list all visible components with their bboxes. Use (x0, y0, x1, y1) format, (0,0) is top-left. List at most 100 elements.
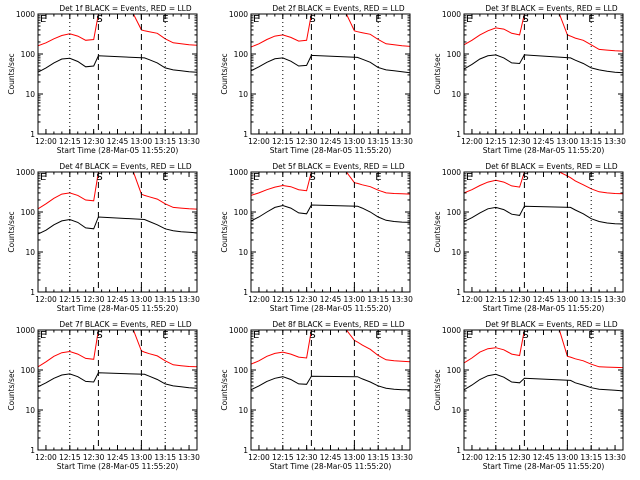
marker-label: S (96, 172, 102, 183)
y-tick-label: 1000 (442, 168, 461, 177)
x-tick-label: 13:30 (391, 295, 413, 304)
axes-frame (463, 329, 624, 451)
x-tick-label: 13:15 (154, 295, 176, 304)
x-tick-label: 12:45 (107, 295, 129, 304)
plot-area (38, 172, 197, 235)
y-tick-label: 1000 (16, 168, 35, 177)
x-tick-label: 12:00 (35, 137, 57, 146)
x-tick-label: 12:45 (533, 137, 555, 146)
x-tick-label: 13:15 (154, 453, 176, 462)
x-tick-label: 13:00 (344, 295, 366, 304)
marker-label: E (466, 172, 472, 183)
y-axis-label: Counts/sec (220, 211, 229, 252)
x-tick-label: 12:45 (533, 453, 555, 462)
y-tick-label: 100 (234, 50, 249, 59)
y-tick-label: 10 (451, 90, 461, 99)
x-tick-label: 13:00 (344, 137, 366, 146)
y-tick-label: 10 (238, 90, 248, 99)
plot-area (464, 330, 623, 392)
y-tick-label: 1 (456, 446, 461, 455)
y-tick-label: 1 (456, 130, 461, 139)
x-tick-label: 12:30 (83, 453, 105, 462)
marker-label: E (253, 14, 259, 25)
x-tick-label: 12:15 (485, 295, 507, 304)
x-tick-label: 12:15 (272, 295, 294, 304)
x-axis-label: Start Time (28-Mar-05 11:55:20) (57, 462, 179, 471)
x-tick-label: 12:15 (59, 137, 81, 146)
x-tick-label: 13:30 (391, 453, 413, 462)
marker-label: S (309, 330, 315, 341)
events-series-line (251, 54, 410, 74)
lld-series-line (251, 330, 410, 365)
x-tick-label: 12:45 (320, 295, 342, 304)
plot-area (251, 172, 410, 223)
y-axis-label: Counts/sec (7, 211, 16, 252)
marker-label: E (588, 330, 594, 341)
y-tick-label: 1 (30, 130, 35, 139)
x-tick-label: 12:00 (248, 137, 270, 146)
y-tick-label: 1 (30, 288, 35, 297)
x-tick-label: 13:00 (557, 137, 579, 146)
y-tick-label: 1000 (229, 168, 248, 177)
y-tick-label: 100 (21, 50, 36, 59)
x-tick-label: 12:30 (83, 295, 105, 304)
marker-label: E (588, 172, 594, 183)
x-tick-label: 13:30 (178, 295, 200, 304)
plot-area (38, 330, 197, 389)
plot-area (464, 172, 623, 225)
lld-series-line (464, 330, 623, 369)
x-tick-label: 13:30 (604, 453, 626, 462)
x-tick-label: 13:00 (344, 453, 366, 462)
x-axis-label: Start Time (28-Mar-05 11:55:20) (270, 462, 392, 471)
x-tick-label: 12:30 (296, 453, 318, 462)
events-series-line (38, 372, 197, 389)
y-axis-label: Counts/sec (220, 369, 229, 410)
marker-label: S (522, 330, 528, 341)
y-tick-label: 10 (238, 406, 248, 415)
x-tick-label: 12:15 (272, 137, 294, 146)
x-tick-label: 13:15 (367, 295, 389, 304)
x-tick-label: 12:30 (296, 137, 318, 146)
axes-frame (37, 171, 198, 293)
x-tick-label: 12:15 (59, 295, 81, 304)
marker-label: E (253, 172, 259, 183)
y-tick-label: 1 (243, 446, 248, 455)
x-tick-label: 13:15 (367, 453, 389, 462)
x-tick-label: 12:45 (107, 453, 129, 462)
x-tick-label: 13:30 (178, 453, 200, 462)
axes-frame (250, 329, 411, 451)
x-tick-label: 12:30 (509, 295, 531, 304)
x-tick-label: 13:00 (131, 453, 153, 462)
chart-title: Det 7f BLACK = Events, RED = LLD (59, 320, 192, 329)
y-tick-label: 100 (21, 208, 36, 217)
y-tick-label: 100 (447, 366, 462, 375)
y-axis-label: Counts/sec (433, 53, 442, 94)
events-series-line (464, 373, 623, 392)
marker-label: E (162, 330, 168, 341)
x-tick-label: 12:00 (248, 453, 270, 462)
y-tick-label: 1000 (16, 326, 35, 335)
chart-title: Det 5f BLACK = Events, RED = LLD (272, 162, 405, 171)
x-tick-label: 13:15 (154, 137, 176, 146)
x-tick-label: 12:30 (296, 295, 318, 304)
x-tick-label: 12:15 (485, 137, 507, 146)
axes-frame (463, 171, 624, 293)
plot-area (38, 14, 197, 73)
events-series-line (251, 375, 410, 391)
x-tick-label: 12:00 (248, 295, 270, 304)
y-tick-label: 10 (25, 90, 35, 99)
chart-title: Det 8f BLACK = Events, RED = LLD (272, 320, 405, 329)
chart-title: Det 3f BLACK = Events, RED = LLD (485, 4, 618, 13)
lld-series-line (464, 172, 623, 195)
x-tick-label: 12:00 (35, 295, 57, 304)
y-tick-label: 100 (234, 208, 249, 217)
lld-series-line (38, 330, 197, 368)
marker-label: S (309, 172, 315, 183)
lld-series-line (38, 172, 197, 210)
y-axis-label: Counts/sec (433, 211, 442, 252)
